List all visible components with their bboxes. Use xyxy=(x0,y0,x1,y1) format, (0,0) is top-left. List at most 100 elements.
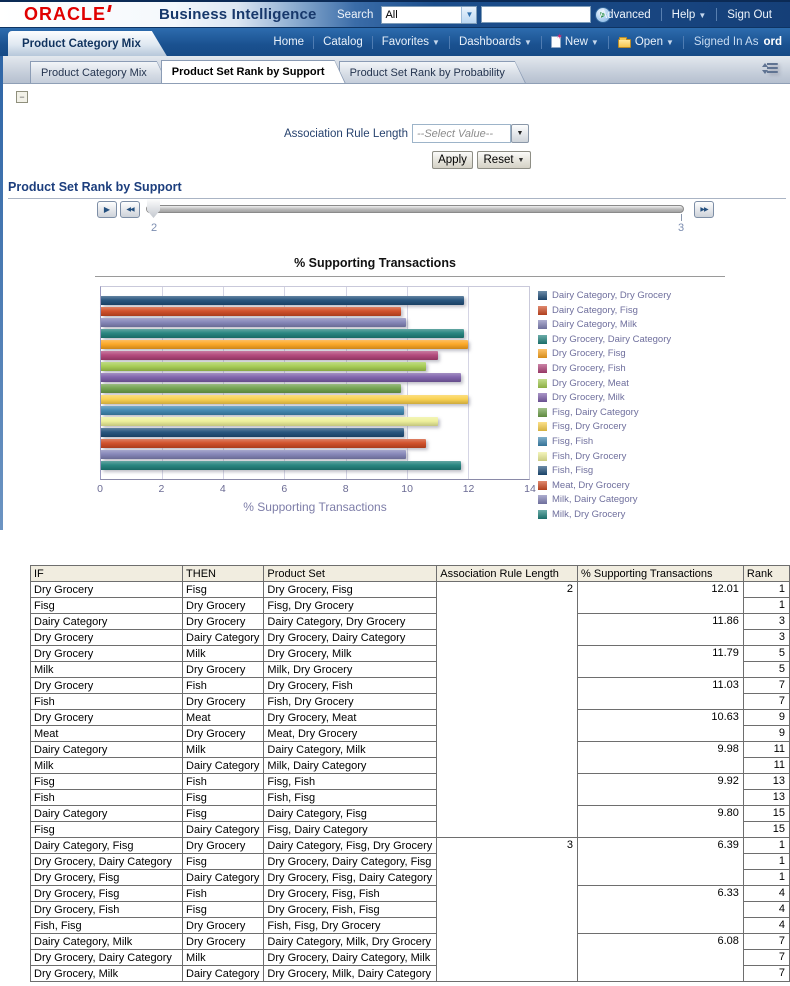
rule-length-select[interactable]: --Select Value-- xyxy=(412,124,511,143)
bar-dry-grocery-dairy-category[interactable] xyxy=(101,329,464,338)
apply-button[interactable]: Apply xyxy=(432,151,473,169)
chart-gridline xyxy=(162,287,164,479)
cell-supporting-pct: 10.63 xyxy=(577,709,744,742)
nav-link-new[interactable]: New▼ xyxy=(542,32,608,48)
legend-item: Dairy Category, Milk xyxy=(538,319,671,330)
nav-link-open[interactable]: Open ▼ xyxy=(609,36,683,48)
nav-link-favorites[interactable]: Favorites ▼ xyxy=(373,36,449,48)
tab-product-category-mix[interactable]: Product Category Mix xyxy=(30,61,168,83)
prompt-label: Association Rule Length xyxy=(283,128,408,140)
cell-rank: 3 xyxy=(742,629,790,646)
cell-set: Dry Grocery, Fish, Fisg xyxy=(263,901,438,918)
bar-fish-dry-grocery[interactable] xyxy=(101,417,439,426)
sign-out-link[interactable]: Sign Out xyxy=(727,8,772,21)
nav-link-home[interactable]: Home xyxy=(264,36,313,48)
chart-gridline xyxy=(284,287,286,479)
legend-swatch xyxy=(538,422,547,432)
cell-rank: 15 xyxy=(742,805,790,822)
slider-forward-button[interactable]: ▶▶ xyxy=(694,201,714,218)
dashboard-page-tab[interactable]: Product Category Mix xyxy=(8,31,167,56)
bar-milk-dry-grocery[interactable] xyxy=(101,461,462,470)
table-row: Dairy Category Milk Dairy Category, Milk 9.… xyxy=(29,741,790,774)
table-header-row: IF THEN Product Set Association Rule Length… xyxy=(29,565,790,582)
global-nav: HomeCatalogFavorites▼Dashboards▼New▼Open… xyxy=(264,28,788,56)
bar-fisg-dairy-category[interactable] xyxy=(101,384,401,393)
column-header-product-set: Product Set xyxy=(263,565,438,582)
cell-set: Dry Grocery, Fish xyxy=(263,677,438,694)
legend-swatch xyxy=(538,466,547,476)
search-scope-select[interactable]: All ▼ xyxy=(381,5,478,24)
nav-link-label: Open xyxy=(634,36,663,48)
search-input[interactable] xyxy=(481,6,592,23)
separator xyxy=(607,35,609,49)
cell-if: Fisg xyxy=(29,597,184,614)
legend-item: Fisg, Fish xyxy=(538,436,671,447)
bar-meat-dry-grocery[interactable] xyxy=(101,439,426,448)
help-menu[interactable]: Help ▼ xyxy=(671,8,707,21)
cell-supporting-pct: 11.03 xyxy=(577,677,744,710)
bar-fisg-fish[interactable] xyxy=(101,406,405,415)
table-row: Dry Grocery, Milk Dairy Category Dry Groce… xyxy=(29,965,790,982)
advanced-link[interactable]: Advanced xyxy=(599,8,651,21)
cell-rank: 7 xyxy=(742,677,790,694)
legend-label: Dry Grocery, Dairy Category xyxy=(552,333,672,345)
slider-track[interactable] xyxy=(146,205,684,213)
cell-then: Dry Grocery xyxy=(182,933,265,950)
results-table: IF THEN Product Set Association Rule Length… xyxy=(29,565,790,982)
cell-rank: 1 xyxy=(742,837,790,854)
legend-label: Fisg, Dairy Category xyxy=(552,406,639,418)
table-row: Dry Grocery, Dairy Category Milk Dry Groce… xyxy=(29,949,790,966)
legend-label: Milk, Dairy Category xyxy=(552,494,638,506)
reset-button[interactable]: Reset ▼ xyxy=(477,151,531,169)
tab-product-set-rank-by-support[interactable]: Product Set Rank by Support xyxy=(161,60,346,83)
chevron-down-icon: ▼ xyxy=(590,37,599,47)
legend-label: Dry Grocery, Fish xyxy=(552,362,626,374)
cell-then: Dry Grocery xyxy=(182,597,265,614)
bar-dairy-category-dry-grocery[interactable] xyxy=(101,296,464,305)
legend-swatch xyxy=(538,305,547,315)
bar-milk-dairy-category[interactable] xyxy=(101,450,407,459)
cell-set: Dry Grocery, Dairy Category xyxy=(263,629,438,646)
bar-dairy-category-fisg[interactable] xyxy=(101,307,401,316)
cell-if: Dry Grocery xyxy=(29,677,184,694)
bar-fisg-dry-grocery[interactable] xyxy=(101,395,469,404)
x-tick-label: 10 xyxy=(401,483,413,495)
section-divider xyxy=(8,198,786,199)
cell-then: Milk xyxy=(182,949,265,966)
x-tick-label: 8 xyxy=(342,483,349,495)
slider-thumb[interactable] xyxy=(147,199,160,218)
slider-play-button[interactable]: ▶ xyxy=(97,201,117,218)
nav-link-label: Dashboards xyxy=(458,36,521,48)
page-options-icon[interactable] xyxy=(762,62,778,75)
legend-swatch xyxy=(538,436,547,446)
cell-rank: 1 xyxy=(742,581,790,598)
cell-set: Milk, Dry Grocery xyxy=(263,661,438,678)
cell-set: Fisg, Dairy Category xyxy=(263,821,438,838)
slider-rewind-button[interactable]: ◀◀ xyxy=(120,201,140,218)
chevron-down-icon: ▼ xyxy=(665,37,674,47)
bar-dry-grocery-fish[interactable] xyxy=(101,351,439,360)
table-row: Dry Grocery Fisg Dry Grocery, Fisg 2 12.01 1 xyxy=(29,581,790,838)
bar-dairy-category-milk[interactable] xyxy=(101,318,407,327)
cell-rank: 4 xyxy=(742,901,790,918)
bar-dry-grocery-meat[interactable] xyxy=(101,362,426,371)
cell-rank: 1 xyxy=(742,869,790,886)
chevron-down-icon[interactable]: ▼ xyxy=(511,124,529,143)
bar-dry-grocery-fisg[interactable] xyxy=(101,340,469,349)
search-go-button[interactable]: ▶ xyxy=(595,6,612,23)
nav-link-catalog[interactable]: Catalog xyxy=(314,36,372,48)
cell-rank: 13 xyxy=(742,773,790,790)
cell-set: Dry Grocery, Meat xyxy=(263,709,438,726)
legend-swatch xyxy=(538,291,547,300)
cell-supporting-pct: 6.08 xyxy=(577,933,744,982)
nav-link-dashboards[interactable]: Dashboards ▼ xyxy=(450,36,541,48)
cell-set: Milk, Dairy Category xyxy=(263,757,438,774)
bar-dry-grocery-milk[interactable] xyxy=(101,373,462,382)
legend-item: Dairy Category, Fisg xyxy=(538,305,671,316)
signed-in-user: ord xyxy=(763,36,782,48)
cell-supporting-pct: 11.86 xyxy=(577,613,744,646)
tab-product-set-rank-by-probability[interactable]: Product Set Rank by Probability xyxy=(339,61,526,83)
collapse-section-button[interactable]: − xyxy=(16,91,28,103)
chevron-down-icon[interactable]: ▼ xyxy=(461,6,477,23)
bar-fish-fisg[interactable] xyxy=(101,428,405,437)
